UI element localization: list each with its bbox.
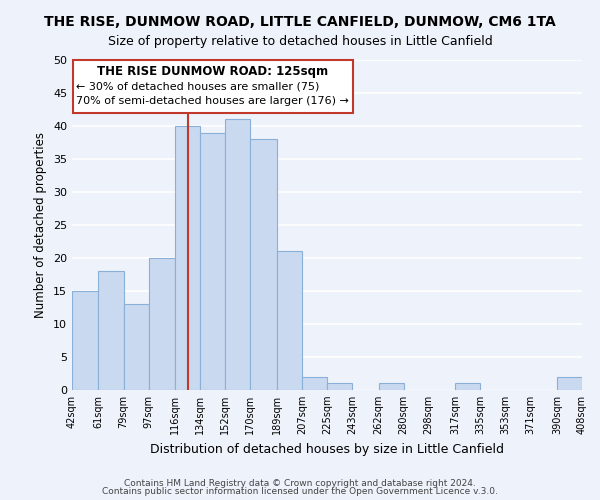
FancyBboxPatch shape <box>73 60 353 113</box>
Text: ← 30% of detached houses are smaller (75): ← 30% of detached houses are smaller (75… <box>76 81 320 91</box>
Bar <box>379 384 404 390</box>
Bar <box>149 258 175 390</box>
Text: Contains public sector information licensed under the Open Government Licence v.: Contains public sector information licen… <box>102 487 498 496</box>
Text: Size of property relative to detached houses in Little Canfield: Size of property relative to detached ho… <box>107 35 493 48</box>
Bar <box>124 304 149 390</box>
Text: THE RISE, DUNMOW ROAD, LITTLE CANFIELD, DUNMOW, CM6 1TA: THE RISE, DUNMOW ROAD, LITTLE CANFIELD, … <box>44 15 556 29</box>
Text: THE RISE DUNMOW ROAD: 125sqm: THE RISE DUNMOW ROAD: 125sqm <box>97 66 328 78</box>
Bar <box>98 271 124 390</box>
Y-axis label: Number of detached properties: Number of detached properties <box>34 132 47 318</box>
X-axis label: Distribution of detached houses by size in Little Canfield: Distribution of detached houses by size … <box>150 442 504 456</box>
Bar <box>175 126 200 390</box>
Bar <box>277 252 302 390</box>
Bar <box>200 132 225 390</box>
Bar <box>455 384 480 390</box>
Bar <box>225 120 250 390</box>
Bar <box>250 139 277 390</box>
Bar <box>557 377 582 390</box>
Text: 70% of semi-detached houses are larger (176) →: 70% of semi-detached houses are larger (… <box>76 96 349 106</box>
Bar <box>327 384 352 390</box>
Bar <box>72 291 98 390</box>
Text: Contains HM Land Registry data © Crown copyright and database right 2024.: Contains HM Land Registry data © Crown c… <box>124 478 476 488</box>
Bar <box>302 377 327 390</box>
